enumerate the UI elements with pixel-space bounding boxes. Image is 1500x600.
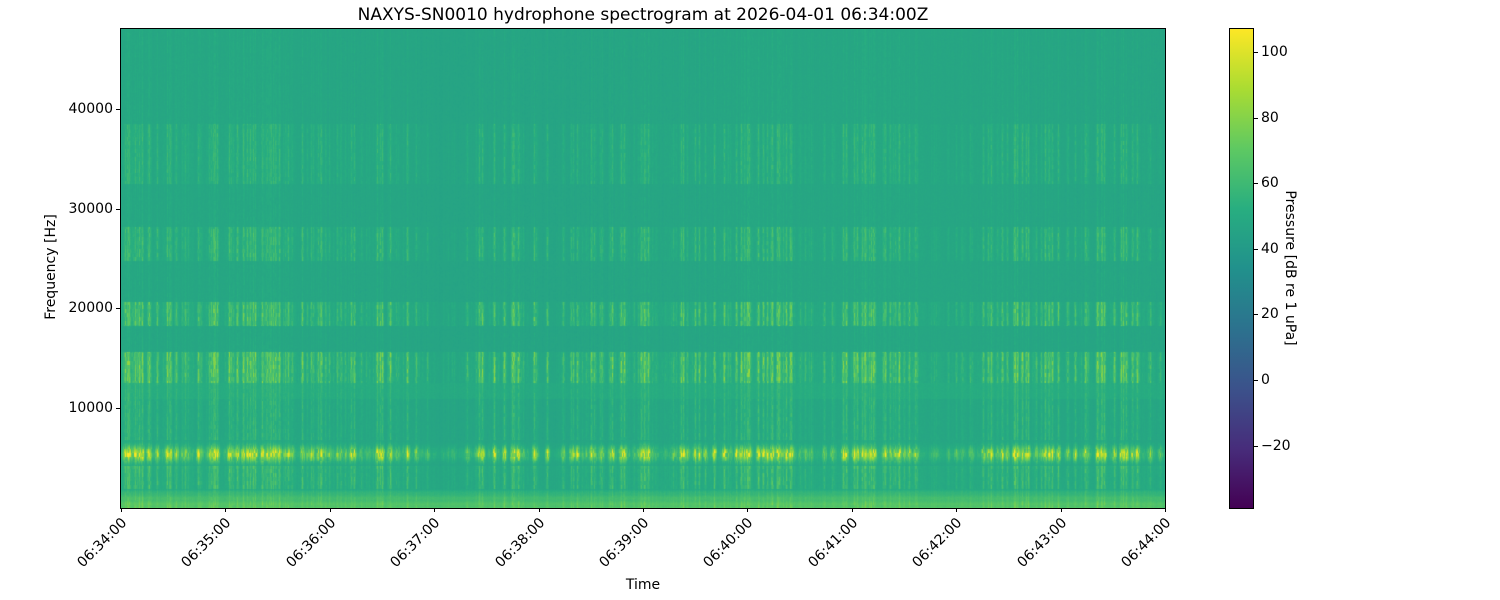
x-tick-label: 06:37:00 [387,515,444,571]
colorbar-tick-mark [1254,446,1258,447]
x-tick-mark [1165,508,1166,512]
y-tick-mark [116,408,120,409]
colorbar-tick-mark [1254,249,1258,250]
y-tick-label: 10000 [68,400,113,416]
colorbar-gradient [1230,29,1253,508]
y-tick-label: 40000 [68,101,113,117]
x-axis-label: Time [625,577,661,593]
x-tick-mark [539,508,540,512]
colorbar-tick-label: 20 [1261,306,1279,322]
x-tick-mark [330,508,331,512]
x-tick-label: 06:39:00 [596,515,653,571]
spectrogram-image [121,29,1165,508]
x-tick-mark [1061,508,1062,512]
x-tick-mark [852,508,853,512]
x-tick-label: 06:40:00 [700,515,757,571]
x-tick-mark [643,508,644,512]
x-tick-mark [747,508,748,512]
x-tick-label: 06:35:00 [178,515,235,571]
x-tick-label: 06:41:00 [805,515,862,571]
y-tick-mark [116,209,120,210]
colorbar-tick-label: 80 [1261,110,1279,126]
x-tick-mark [225,508,226,512]
x-tick-mark [121,508,122,512]
y-tick-mark [116,308,120,309]
x-tick-label: 06:34:00 [74,515,131,571]
x-tick-label: 06:36:00 [283,515,340,571]
x-tick-label: 06:42:00 [909,515,966,571]
x-tick-mark [434,508,435,512]
colorbar [1229,28,1254,509]
y-tick-label: 20000 [68,300,113,316]
colorbar-label: Pressure [dB re 1 uPa] [1282,190,1298,346]
colorbar-tick-label: −20 [1261,438,1291,454]
y-tick-label: 30000 [68,201,113,217]
x-tick-label: 06:38:00 [492,515,549,571]
y-tick-mark [116,109,120,110]
x-tick-mark [956,508,957,512]
colorbar-tick-mark [1254,118,1258,119]
colorbar-tick-mark [1254,183,1258,184]
colorbar-tick-mark [1254,380,1258,381]
colorbar-tick-label: 100 [1261,44,1288,60]
x-tick-label: 06:44:00 [1118,515,1175,571]
colorbar-tick-label: 60 [1261,175,1279,191]
colorbar-tick-label: 40 [1261,241,1279,257]
colorbar-tick-mark [1254,52,1258,53]
x-tick-label: 06:43:00 [1014,515,1071,571]
colorbar-tick-mark [1254,314,1258,315]
chart-title: NAXYS-SN0010 hydrophone spectrogram at 2… [357,5,929,25]
colorbar-tick-label: 0 [1261,372,1270,388]
